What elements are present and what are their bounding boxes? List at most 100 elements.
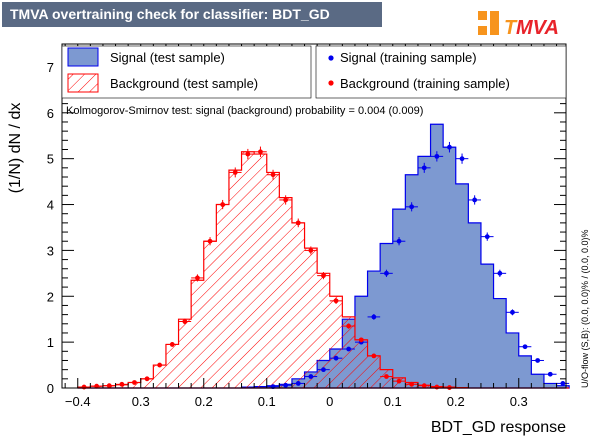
signal-training-point-marker	[547, 371, 553, 377]
background-training-point-marker	[169, 342, 175, 347]
x-tick-label: 0.2	[447, 394, 465, 409]
background-training-point-marker	[358, 337, 364, 343]
signal-training-point	[380, 269, 393, 277]
background-training-point-marker	[371, 353, 377, 359]
x-tick-label: 0.3	[132, 394, 150, 409]
background-training-point-marker	[106, 383, 112, 389]
y-tick-label: 3	[47, 243, 54, 258]
signal-training-point	[480, 232, 494, 241]
background-training-point	[254, 146, 267, 157]
signal-training-point	[392, 237, 406, 246]
background-training-point-marker	[232, 170, 238, 175]
legend: Signal (test sample) Background (test sa…	[61, 45, 567, 99]
background-training-point-marker	[195, 275, 200, 281]
signal-training-point	[367, 314, 381, 320]
legend-marker-signal-training	[328, 55, 334, 61]
background-training-point-marker	[119, 381, 125, 387]
background-training-point	[291, 218, 305, 228]
background-training-point	[178, 318, 192, 325]
signal-training-point-marker	[421, 165, 427, 171]
y-tick-label: 0	[47, 381, 54, 396]
signal-training-point-marker	[384, 270, 389, 276]
signal-training-point	[342, 346, 355, 352]
logo-letter: T	[504, 17, 518, 39]
signal-training-point-marker	[346, 346, 352, 352]
background-training-point	[342, 323, 355, 329]
y-tick-label: 4	[47, 198, 54, 213]
x-tick-label: 0	[326, 394, 333, 409]
signal-training-point	[430, 151, 444, 162]
signal-training-point-marker	[560, 381, 566, 386]
legend-label-signal-training: Signal (training sample)	[340, 50, 477, 65]
signal-training-point	[317, 367, 330, 373]
legend-label-background-test: Background (test sample)	[110, 76, 258, 91]
y-tick-label: 1	[47, 335, 54, 350]
background-training-point	[128, 380, 141, 385]
y-axis-title: (1/N) dN / dx	[7, 103, 24, 194]
background-training-point-marker	[245, 151, 251, 157]
background-training-point	[228, 167, 242, 178]
tmva-logo: T MVA	[478, 11, 559, 39]
signal-training-point	[556, 381, 570, 386]
background-training-point-marker	[295, 220, 301, 226]
background-training-point	[329, 297, 343, 305]
legend-marker-background-training	[328, 80, 334, 86]
signal-training-point-marker	[396, 238, 402, 244]
background-training-point	[165, 342, 179, 347]
background-training-point	[367, 353, 381, 359]
signal-training-point	[518, 344, 532, 350]
background-training-point-marker	[384, 374, 389, 379]
x-tick-label: 0.3	[510, 394, 528, 409]
signal-training-point	[304, 374, 318, 379]
signal-training-point-marker	[472, 197, 478, 203]
ks-test-annotation: Kolmogorov-Smirnov test: signal (backgro…	[66, 105, 423, 117]
x-axis-title: BDT_GD response	[431, 419, 566, 436]
background-training-point	[90, 383, 103, 389]
background-training-point-marker	[321, 273, 326, 279]
legend-label-background-training: Background (training sample)	[340, 76, 510, 91]
y-tick-label: 6	[47, 106, 54, 121]
plot-frame	[61, 43, 567, 389]
overflow-note: U/O-flow (S,B): (0.0, 0.0)% / (0.0, 0.0)…	[580, 229, 590, 388]
signal-training-point-marker	[321, 367, 326, 373]
signal-training-point	[417, 162, 431, 173]
background-training-point-marker	[258, 149, 263, 155]
background-training-point	[241, 148, 255, 160]
signal-training-point	[329, 355, 343, 361]
x-tick-label: −0.4	[65, 394, 91, 409]
background-training-point-marker	[333, 298, 339, 304]
signal-training-point	[468, 195, 481, 205]
signal-training-point-marker	[295, 381, 301, 386]
y-tick-label: 7	[47, 60, 54, 75]
background-training-point-marker	[94, 383, 100, 389]
signal-training-point-marker	[333, 355, 339, 361]
signal-training-point	[455, 153, 469, 164]
background-training-point-marker	[132, 380, 137, 385]
signal-training-point-marker	[371, 314, 377, 320]
background-training-point-marker	[81, 384, 87, 390]
signal-training-point-marker	[308, 374, 314, 379]
signal-training-point	[506, 309, 519, 316]
background-training-point-marker	[220, 202, 226, 207]
background-training-point	[203, 237, 217, 246]
background-training-point	[191, 274, 204, 282]
background-training-point-marker	[421, 383, 427, 389]
legend-swatch-background-test	[67, 73, 99, 93]
background-training-point	[417, 383, 431, 389]
signal-training-point-marker	[459, 156, 465, 162]
background-training-point	[392, 378, 406, 384]
signal-training-point	[443, 141, 456, 153]
background-training-point	[115, 381, 129, 387]
signal-training-point	[531, 358, 544, 363]
x-tick-label: 0.1	[258, 394, 276, 409]
background-training-point-marker	[434, 384, 440, 390]
background-training-point-marker	[270, 172, 276, 178]
background-training-point	[102, 383, 116, 389]
signal-training-point-marker	[510, 309, 515, 315]
x-tick-label: 0.1	[384, 394, 402, 409]
background-training-point	[279, 195, 292, 205]
background-training-point	[317, 272, 330, 280]
signal-training-point-marker	[447, 144, 452, 150]
background-training-point-marker	[346, 323, 352, 329]
